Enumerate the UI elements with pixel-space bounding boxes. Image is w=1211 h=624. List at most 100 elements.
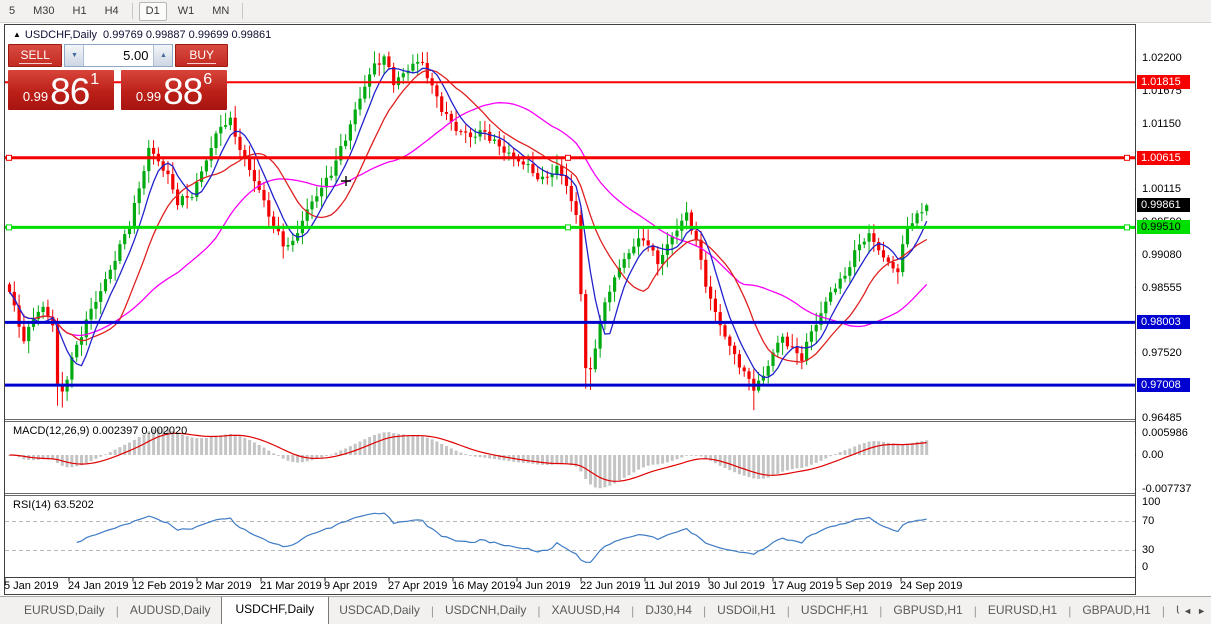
tab-gbpusd-h1[interactable]: GBPUSD,H1 — [893, 603, 963, 617]
tab-usdchf-daily[interactable]: USDCHF,Daily — [220, 597, 330, 624]
tab-separator: | — [1161, 603, 1165, 618]
timeframe-button-d1[interactable]: D1 — [138, 1, 167, 21]
date-axis-label: 9 Apr 2019 — [324, 580, 378, 592]
rsi-tick-label: 70 — [1142, 515, 1155, 527]
tab-separator: | — [973, 603, 977, 618]
chart-title: ▲ USDCHF,Daily 0.99769 0.99887 0.99699 0.9… — [13, 29, 271, 41]
macd-tick-label: -0.007737 — [1142, 483, 1192, 495]
sell-button-label: SELL — [18, 47, 52, 64]
date-axis-label: 27 Apr 2019 — [388, 580, 448, 592]
tab-scroll-arrows: ◄ ► — [1183, 597, 1208, 624]
date-axis-label: 24 Sep 2019 — [900, 580, 963, 592]
tab-separator: | — [702, 603, 707, 618]
price-tick-label: 0.97520 — [1142, 346, 1182, 359]
price-tick-label: 0.99080 — [1142, 248, 1182, 261]
rsi-tick-label: 100 — [1142, 496, 1161, 508]
timeframe-toolbar: 5 M30 H1 H4 D1 W1 MN — [0, 0, 1211, 23]
tab-usdjp[interactable]: USDJP — [1166, 597, 1179, 624]
tab-separator: | — [631, 603, 635, 618]
tab-eurusd-h1[interactable]: EURUSD,H1 — [987, 603, 1058, 617]
triangle-down-icon: ▼ — [70, 52, 78, 59]
chart-symbol-label: USDCHF,Daily — [24, 29, 98, 41]
tab-usdcad-daily[interactable]: USDCAD,Daily — [339, 603, 420, 617]
tab-scroll-right-icon[interactable]: ► — [1197, 606, 1206, 616]
price-tick-label: 1.01150 — [1142, 118, 1181, 131]
date-axis-label: 11 Jul 2019 — [644, 580, 701, 592]
buy-price-pip-digit: 6 — [203, 71, 213, 88]
price-badge-0.99510: 0.99510 — [1137, 220, 1190, 235]
date-axis-label: 30 Jul 2019 — [708, 580, 765, 592]
date-axis-label: 21 Mar 2019 — [260, 580, 322, 592]
tab-separator: | — [879, 603, 883, 618]
date-axis-label: 5 Jan 2019 — [4, 580, 59, 592]
tab-audusd-daily[interactable]: AUDUSD,Daily — [129, 603, 211, 617]
date-axis-label: 17 Aug 2019 — [772, 580, 834, 592]
date-axis-label: 2 Mar 2019 — [196, 580, 252, 592]
price-badge-0.97008: 0.97008 — [1137, 378, 1190, 393]
price-tick-label: 1.02200 — [1142, 52, 1182, 64]
tab-usdchf-h1[interactable]: USDCHF,H1 — [800, 603, 869, 617]
macd-title: MACD(12,26,9) 0.002397 0.002020 — [13, 425, 188, 437]
buy-price-display[interactable]: 0.99 88 6 — [121, 70, 227, 110]
timeframe-buttons-group: 5 M30 H1 H4 D1 W1 MN — [0, 1, 247, 21]
tab-gbpaud-h1[interactable]: GBPAUD,H1 — [1082, 603, 1151, 617]
buy-price-prefix: 0.99 — [135, 89, 162, 104]
timeframe-button-5[interactable]: 5 — [9, 4, 16, 17]
timeframe-button-h1[interactable]: H1 — [72, 4, 87, 17]
rsi-tick-label: 0 — [1142, 561, 1149, 573]
triangle-up-icon: ▲ — [159, 52, 167, 59]
chart-tab-bar: EURUSD,Daily | AUDUSD,Daily USDCHF,Daily USD… — [0, 596, 1211, 624]
price-axis[interactable]: 1.022001.016751.011501.001150.995900.990… — [1136, 24, 1210, 595]
tab-usdcnh-daily[interactable]: USDCNH,Daily — [445, 603, 527, 617]
volume-decrease-button[interactable]: ▼ — [65, 45, 85, 66]
tab-dj30-h4[interactable]: DJ30,H4 — [645, 603, 692, 617]
date-axis-label: 12 Feb 2019 — [132, 580, 194, 592]
sell-price-pip-digit: 1 — [90, 71, 100, 88]
volume-spinner: ▼ ▲ — [64, 44, 174, 67]
tab-scroll-left-icon[interactable]: ◄ — [1183, 606, 1193, 616]
price-badge-0.99861: 0.99861 — [1137, 198, 1190, 213]
price-tick-label: 0.96485 — [1142, 411, 1182, 424]
date-axis-label: 4 Jun 2019 — [516, 580, 571, 592]
price-badge-1.01815: 1.01815 — [1137, 75, 1190, 90]
collapse-panel-icon[interactable]: ▲ — [13, 30, 21, 39]
price-badge-0.98003: 0.98003 — [1137, 315, 1190, 330]
sell-button[interactable]: SELL — [8, 44, 63, 67]
price-tick-label: 0.98555 — [1142, 281, 1182, 294]
timeframe-button-mn[interactable]: MN — [212, 4, 230, 17]
volume-increase-button[interactable]: ▲ — [153, 45, 173, 66]
chart-ohlc-values: 0.99769 0.99887 0.99699 0.99861 — [103, 29, 272, 41]
tab-eurusd-daily[interactable]: EURUSD,Daily — [24, 603, 105, 617]
tab-separator: | — [786, 603, 790, 618]
date-axis-label: 24 Jan 2019 — [68, 580, 129, 592]
buy-button[interactable]: BUY — [175, 44, 228, 67]
volume-input[interactable] — [84, 45, 154, 66]
timeframe-button-h4[interactable]: H4 — [104, 4, 119, 17]
sell-price-prefix: 0.99 — [22, 89, 49, 104]
macd-tick-label: 0.00 — [1142, 449, 1164, 461]
tab-xauusd-h4[interactable]: XAUUSD,H4 — [551, 603, 621, 617]
sell-price-big-digits: 86 — [50, 71, 90, 112]
chart-tabs: EURUSD,Daily | AUDUSD,Daily USDCHF,Daily USD… — [0, 597, 1179, 624]
date-axis-label: 16 May 2019 — [452, 580, 516, 592]
date-axis-label: 22 Jun 2019 — [580, 580, 641, 592]
buy-button-label: BUY — [187, 47, 217, 64]
price-badge-1.00615: 1.00615 — [1137, 150, 1190, 165]
macd-tick-label: 0.005986 — [1142, 427, 1188, 439]
tab-usdoil-h1[interactable]: USDOil,H1 — [717, 603, 776, 617]
trade-controls-row: SELL ▼ ▲ BUY — [8, 44, 228, 69]
tab-separator: | — [1068, 603, 1072, 618]
rsi-title: RSI(14) 63.5202 — [13, 499, 94, 511]
buy-price-big-digits: 88 — [163, 71, 203, 112]
timeframe-button-w1[interactable]: W1 — [177, 4, 195, 17]
tab-separator: | — [430, 603, 434, 618]
timeframe-button-m30[interactable]: M30 — [33, 4, 55, 17]
sell-price-display[interactable]: 0.99 86 1 — [8, 70, 114, 110]
date-axis-label: 5 Sep 2019 — [836, 580, 893, 592]
price-tick-label: 1.00115 — [1142, 183, 1181, 196]
toolbar-separator — [131, 3, 133, 19]
toolbar-separator — [242, 3, 244, 19]
tab-separator: | — [115, 603, 119, 618]
